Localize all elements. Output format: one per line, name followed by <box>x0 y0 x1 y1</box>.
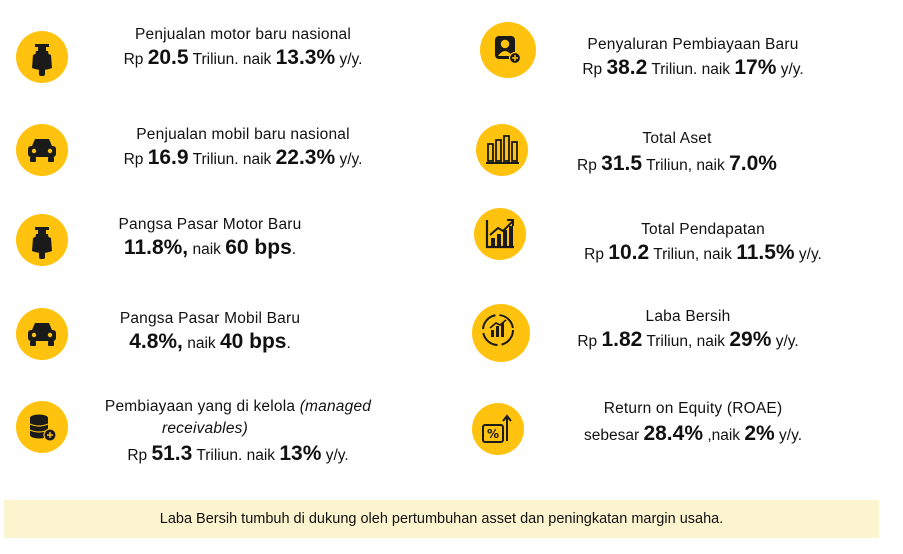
metric-amount: 10.2 <box>608 241 650 264</box>
metric-amount: 1.82 <box>601 328 643 351</box>
metric-amount: 11.8%, <box>123 236 189 259</box>
metric-unit: naik <box>192 241 221 258</box>
metric-value: sebesar 28.4% ,naik 2% y/y. <box>548 422 838 448</box>
metric-suffix: y/y. <box>339 51 363 68</box>
metric-motor-share: Pangsa Pasar Motor Baru 11.8%, naik 60 b… <box>60 214 360 262</box>
metric-value: Rp 1.82 Triliun, naik 29% y/y. <box>538 328 838 354</box>
metric-net-profit: Laba Bersih Rp 1.82 Triliun, naik 29% y/… <box>538 306 838 354</box>
metric-suffix: y/y. <box>780 61 804 78</box>
currency-prefix: Rp <box>584 246 604 263</box>
metric-suffix: y/y. <box>339 151 363 168</box>
profit-cycle-icon <box>472 304 530 362</box>
metric-growth: 40 bps <box>219 330 287 353</box>
metric-amount: 51.3 <box>151 442 193 465</box>
car-icon <box>16 308 68 360</box>
metric-amount: 31.5 <box>601 152 643 175</box>
metric-suffix: y/y. <box>779 427 803 444</box>
metric-label: Pembiayaan yang di kelola (managed <box>88 396 388 418</box>
metric-label: Total Aset <box>642 130 712 147</box>
metric-value: Rp 51.3 Triliun. naik 13% y/y. <box>88 442 388 468</box>
metric-label: Total Pendapatan <box>641 221 765 238</box>
metric-suffix: . <box>291 241 297 258</box>
metric-unit: Triliun. naik <box>651 61 731 78</box>
metric-growth: 11.5% <box>736 241 795 264</box>
metric-suffix: y/y. <box>775 333 799 350</box>
metric-suffix: . <box>286 335 291 352</box>
currency-prefix: Rp <box>123 51 144 68</box>
value-prefix: sebesar <box>583 427 640 444</box>
metric-roae: Return on Equity (ROAE) sebesar 28.4% ,n… <box>548 398 838 448</box>
metric-label: Pangsa Pasar Mobil Baru <box>119 310 301 327</box>
currency-prefix: Rp <box>127 447 148 464</box>
metric-unit: Triliun, naik <box>653 246 732 263</box>
currency-prefix: Rp <box>577 157 597 174</box>
metric-amount: 38.2 <box>606 56 648 79</box>
metric-car-sales: Penjualan mobil baru nasional Rp 16.9 Tr… <box>88 124 398 172</box>
currency-prefix: Rp <box>123 151 144 168</box>
metric-unit: Triliun, naik <box>646 157 725 174</box>
metric-label: Laba Bersih <box>645 308 731 325</box>
summary-footer: Laba Bersih tumbuh di dukung oleh pertum… <box>4 500 879 538</box>
metric-label-text: Pembiayaan yang di kelola <box>104 398 296 415</box>
metric-amount: 16.9 <box>147 146 189 169</box>
metric-label: Penjualan mobil baru nasional <box>136 126 350 143</box>
metric-amount: 20.5 <box>147 46 189 69</box>
metric-growth: 22.3% <box>275 146 336 169</box>
metric-growth: 2% <box>744 422 775 445</box>
metric-total-revenue: Total Pendapatan Rp 10.2 Triliun, naik 1… <box>548 219 858 267</box>
percent-growth-icon: % <box>472 403 524 455</box>
metric-value: Rp 10.2 Triliun, naik 11.5% y/y. <box>548 241 858 267</box>
metric-value: 4.8%, naik 40 bps. <box>60 330 360 356</box>
metric-label: Return on Equity (ROAE) <box>603 400 783 417</box>
metric-label: Penyaluran Pembiayaan Baru <box>587 36 799 53</box>
metric-motor-sales: Penjualan motor baru nasional Rp 20.5 Tr… <box>88 24 398 72</box>
metric-growth: 13.3% <box>275 46 336 69</box>
metric-managed-receivables: Pembiayaan yang di kelola (managed recei… <box>88 396 388 468</box>
metric-unit: Triliun. naik <box>196 447 276 464</box>
metric-value: Rp 20.5 Triliun. naik 13.3% y/y. <box>88 46 398 72</box>
metric-growth: 13% <box>279 442 322 465</box>
currency-prefix: Rp <box>582 61 603 78</box>
metric-unit: naik <box>187 335 216 352</box>
metric-growth: 29% <box>729 328 772 351</box>
metric-amount: 4.8%, <box>129 330 183 353</box>
growth-chart-icon <box>474 208 526 260</box>
bar-chart-icon <box>476 124 528 176</box>
metric-value: Rp 16.9 Triliun. naik 22.3% y/y. <box>88 146 398 172</box>
currency-prefix: Rp <box>577 333 598 350</box>
metric-growth: 7.0% <box>729 152 777 175</box>
metric-amount: 28.4% <box>643 422 703 445</box>
metric-value: Rp 38.2 Triliun. naik 17% y/y. <box>548 56 838 82</box>
person-plus-icon <box>480 22 536 78</box>
scooter-icon <box>16 214 68 266</box>
metric-total-assets: Total Aset Rp 31.5 Triliun, naik 7.0% <box>532 128 822 178</box>
metric-unit: Triliun. naik <box>192 151 272 168</box>
metric-label-italic: (managed <box>299 398 372 415</box>
metric-value: Rp 31.5 Triliun, naik 7.0% <box>532 152 822 178</box>
metric-label: Pangsa Pasar Motor Baru <box>118 216 302 233</box>
metric-car-share: Pangsa Pasar Mobil Baru 4.8%, naik 40 bp… <box>60 308 360 356</box>
metric-suffix: y/y. <box>798 246 822 263</box>
scooter-icon <box>16 31 68 83</box>
car-icon <box>16 124 68 176</box>
coins-icon <box>16 401 68 453</box>
metric-unit: ,naik <box>707 427 741 444</box>
metric-suffix: y/y. <box>325 447 349 464</box>
metric-label: Penjualan motor baru nasional <box>134 26 352 43</box>
metric-new-financing: Penyaluran Pembiayaan Baru Rp 38.2 Trili… <box>548 34 838 82</box>
metric-growth: 60 bps <box>225 236 292 259</box>
metric-unit: Triliun, naik <box>646 333 726 350</box>
metric-growth: 17% <box>734 56 777 79</box>
metric-value: 11.8%, naik 60 bps. <box>60 236 360 262</box>
metric-unit: Triliun. naik <box>192 51 272 68</box>
metric-label-continued: receivables) <box>162 420 248 437</box>
svg-text:%: % <box>487 427 499 441</box>
